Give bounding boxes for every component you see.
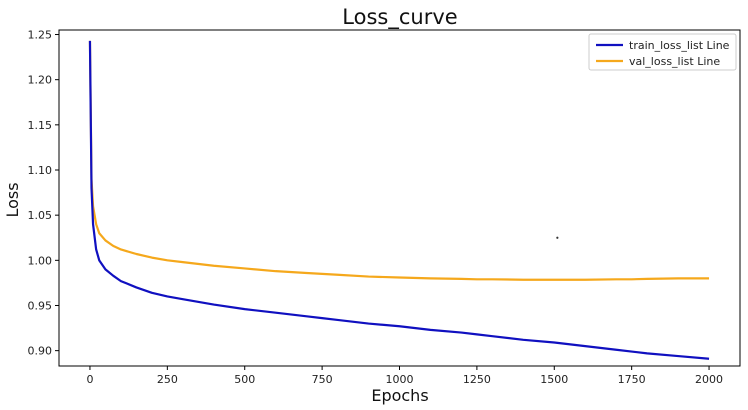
y-axis: 0.90 0.95 1.00 1.05 1.10 1.15 1.20 1.25: [28, 29, 59, 358]
legend-label-val: val_loss_list Line: [629, 55, 720, 68]
x-tick-label: 1250: [463, 373, 491, 386]
x-tick-label: 1000: [386, 373, 414, 386]
x-tick-label: 1500: [540, 373, 568, 386]
x-tick-label: 500: [234, 373, 255, 386]
y-tick-label: 1.00: [28, 254, 53, 267]
plot-area: [88, 40, 710, 360]
plot-frame: [58, 29, 741, 367]
y-tick-label: 0.95: [28, 299, 53, 312]
series-line-train: [88, 40, 710, 360]
legend-box: [588, 33, 737, 71]
y-tick-label: 1.25: [28, 29, 53, 42]
x-tick-label: 0: [86, 373, 93, 386]
y-axis-label: Loss: [3, 182, 22, 217]
x-tick-label: 1750: [618, 373, 646, 386]
legend: train_loss_list Line val_loss_list Line: [588, 33, 737, 71]
x-tick-label: 2000: [695, 373, 723, 386]
x-axis-label: Epochs: [371, 386, 428, 405]
y-tick-label: 0.90: [28, 345, 53, 358]
chart-title: Loss_curve: [342, 5, 457, 30]
x-axis: 0 250 500 750 1000 1250 1500 1750 2000: [86, 366, 723, 386]
stray-point: [556, 236, 559, 239]
x-tick-label: 750: [312, 373, 333, 386]
y-tick-label: 1.15: [28, 119, 53, 132]
y-tick-label: 1.05: [28, 209, 53, 222]
y-tick-label: 1.20: [28, 74, 53, 87]
series-line-val: [88, 40, 710, 281]
y-tick-label: 1.10: [28, 164, 53, 177]
x-tick-label: 250: [157, 373, 178, 386]
legend-label-train: train_loss_list Line: [629, 39, 730, 52]
